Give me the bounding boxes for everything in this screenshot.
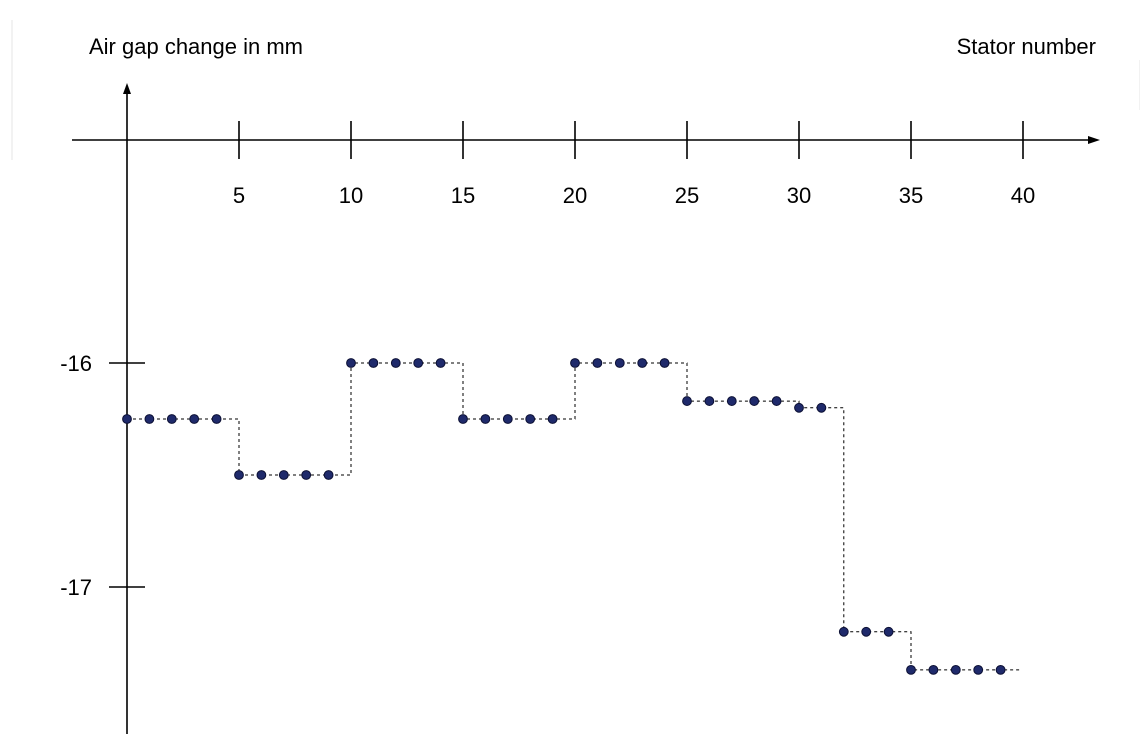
data-point bbox=[480, 414, 491, 424]
data-point bbox=[928, 664, 939, 675]
labels: Air gap change in mm Stator number bbox=[89, 34, 1096, 59]
data-point bbox=[726, 396, 737, 406]
data-point bbox=[771, 396, 782, 406]
data-point bbox=[502, 414, 513, 424]
data-point bbox=[144, 414, 155, 424]
data-point bbox=[390, 358, 401, 368]
data-point bbox=[368, 358, 379, 368]
axes: 5 10 15 20 25 30 35 40 -16 -17 bbox=[60, 83, 1100, 734]
data-point bbox=[794, 402, 804, 413]
data-point bbox=[749, 396, 760, 406]
x-tick-label: 15 bbox=[451, 183, 475, 208]
data-point bbox=[323, 470, 334, 480]
data-point bbox=[189, 414, 200, 424]
data-point bbox=[256, 470, 267, 480]
data-points bbox=[122, 358, 1006, 675]
data-point bbox=[838, 626, 849, 637]
x-tick-label: 30 bbox=[787, 183, 811, 208]
data-point bbox=[883, 626, 894, 637]
frame-edge bbox=[11, 20, 1140, 160]
x-tick-label: 10 bbox=[339, 183, 363, 208]
data-point bbox=[525, 414, 536, 424]
x-tick-label: 5 bbox=[233, 183, 245, 208]
x-tick-label: 20 bbox=[563, 183, 587, 208]
data-point bbox=[301, 470, 312, 480]
y-axis-label: Air gap change in mm bbox=[89, 34, 303, 59]
data-point bbox=[278, 470, 289, 480]
y-tick-label: -17 bbox=[60, 575, 92, 600]
data-point bbox=[346, 358, 356, 368]
data-point bbox=[570, 358, 580, 368]
data-point bbox=[458, 414, 468, 424]
data-point bbox=[659, 358, 670, 368]
data-point bbox=[592, 358, 603, 368]
x-tick-label: 35 bbox=[899, 183, 923, 208]
x-tick-label: 25 bbox=[675, 183, 699, 208]
data-point bbox=[234, 470, 244, 480]
y-axis-arrow bbox=[123, 83, 131, 94]
x-axis-arrow bbox=[1088, 136, 1100, 144]
x-tick-label: 40 bbox=[1011, 183, 1035, 208]
series-step-line bbox=[127, 362, 1021, 671]
data-point bbox=[906, 664, 916, 675]
data-point bbox=[682, 396, 692, 406]
data-point bbox=[861, 626, 872, 637]
step-lines bbox=[127, 362, 1021, 671]
y-tick-label: -16 bbox=[60, 351, 92, 376]
data-point bbox=[211, 414, 222, 424]
data-point bbox=[973, 664, 984, 675]
data-point bbox=[614, 358, 625, 368]
data-point bbox=[950, 664, 961, 675]
data-point bbox=[166, 414, 177, 424]
x-axis-label: Stator number bbox=[957, 34, 1096, 59]
data-point bbox=[816, 402, 827, 413]
data-point bbox=[637, 358, 648, 368]
data-point bbox=[122, 414, 132, 424]
data-point bbox=[413, 358, 424, 368]
data-point bbox=[435, 358, 446, 368]
data-point bbox=[995, 664, 1006, 675]
data-point bbox=[704, 396, 715, 406]
data-point bbox=[547, 414, 558, 424]
